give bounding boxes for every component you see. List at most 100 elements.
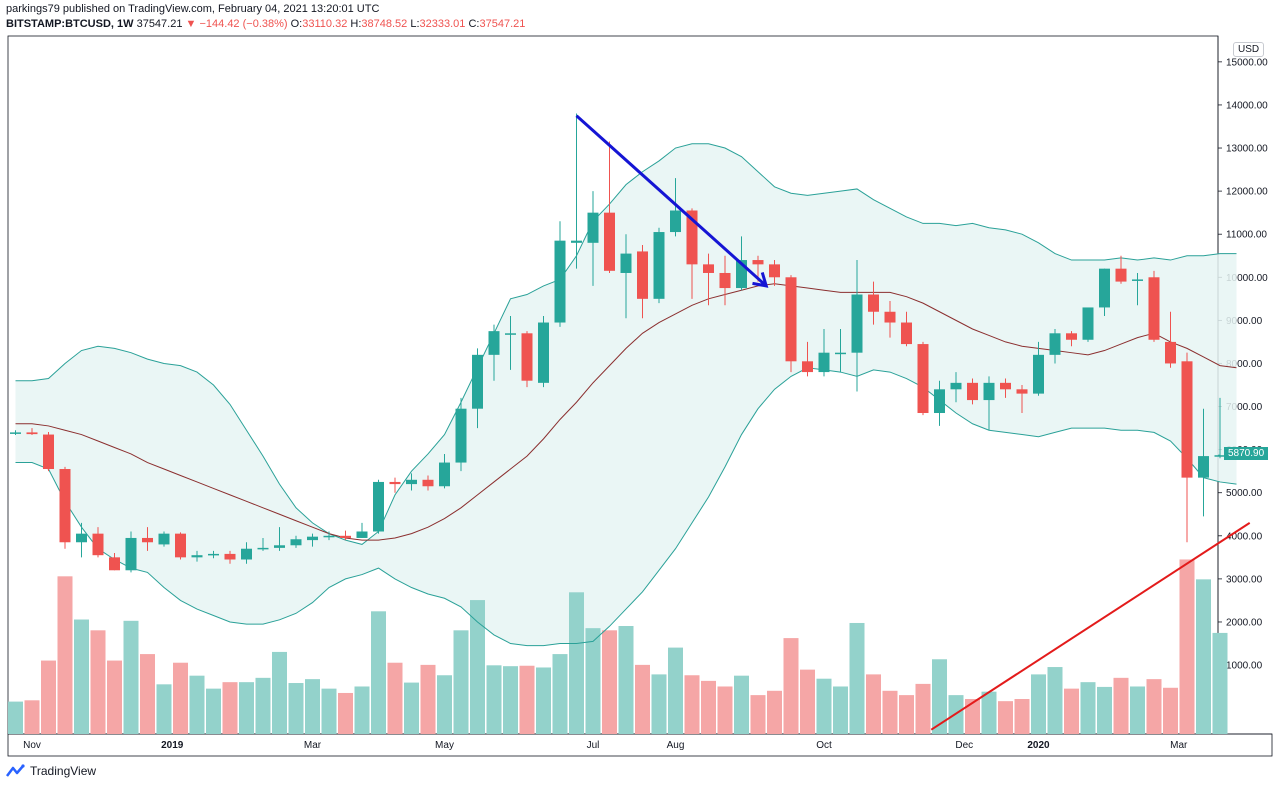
candle-body [620, 253, 632, 273]
volume-bar [420, 664, 436, 734]
volume-bar [123, 620, 139, 734]
volume-bar [833, 686, 848, 734]
volume-bar [717, 686, 733, 734]
candle-body [406, 479, 417, 485]
volume-bar [24, 700, 40, 734]
volume-bar [1212, 632, 1228, 734]
candle-body [26, 432, 38, 435]
y-tick-label: 1000.00 [1226, 661, 1263, 672]
candle-body [92, 533, 104, 556]
drawn-arrow-head [752, 272, 769, 288]
volume-bar [288, 683, 304, 734]
candle-body [257, 547, 269, 550]
x-tick-label: Dec [955, 740, 973, 751]
candle-body [505, 333, 516, 335]
volume-bar [816, 678, 832, 734]
candle-body [752, 260, 764, 265]
x-tick-label: May [435, 740, 454, 751]
volume-bar [1130, 686, 1145, 734]
volume-bar [981, 691, 997, 734]
x-tick-label: Nov [23, 740, 41, 751]
x-tick-label: Jul [587, 740, 600, 751]
volume-bar [156, 684, 172, 734]
volume-bar [965, 699, 980, 734]
volume-bar [387, 662, 403, 734]
candle-body [1148, 277, 1160, 340]
volume-bar [239, 682, 254, 734]
volume-bar [107, 660, 122, 734]
candle-body [653, 232, 665, 299]
candle-body [10, 432, 21, 434]
volume-bar [569, 592, 584, 734]
volume-bar [866, 674, 881, 734]
volume-bar [222, 682, 238, 734]
candle-body [785, 277, 797, 362]
volume-bar [1179, 559, 1195, 734]
volume-bar [1146, 679, 1162, 734]
candle-body [1066, 333, 1077, 340]
volume-bar [849, 622, 865, 734]
volume-bar [437, 675, 452, 734]
candle-body [1214, 455, 1226, 457]
candle-body [109, 557, 120, 571]
footer-brand: TradingView [30, 764, 97, 778]
y-tick-label: 9000.00 [1226, 316, 1263, 327]
volume-bar [668, 647, 683, 734]
volume-bar [519, 665, 535, 734]
volume-bar [915, 683, 931, 734]
volume-bar [321, 688, 337, 734]
candle-body [901, 322, 912, 345]
candle-body [917, 344, 929, 414]
candle-body [142, 537, 153, 543]
volume-bar [1031, 674, 1046, 734]
volume-bar [783, 638, 799, 734]
volume-bar [255, 677, 271, 734]
low-label: L: [410, 18, 420, 30]
candle-body [290, 539, 302, 546]
candle-body [884, 311, 896, 323]
volume-bar [635, 664, 650, 734]
bollinger-basis-line [15, 283, 1237, 541]
volume-bar [354, 686, 370, 734]
candle-body [983, 382, 995, 401]
open-label: O: [290, 18, 303, 30]
candle-body [703, 264, 714, 273]
candle-body [373, 481, 384, 532]
y-tick-label: 12000.00 [1226, 187, 1268, 198]
candle-body [868, 294, 879, 312]
low-value: 32333.01 [419, 18, 466, 30]
x-tick-label: Mar [304, 740, 322, 751]
y-tick-label: 11000.00 [1226, 230, 1267, 241]
last-price-badge: 5870.90 [1224, 447, 1269, 461]
close-value: 37547.21 [479, 18, 526, 30]
volume-bar [1163, 687, 1178, 734]
drawn-trendline [930, 522, 1251, 731]
tradingview-logo-icon [6, 764, 25, 777]
candle-body [521, 333, 533, 381]
bollinger-lower-line [15, 367, 1237, 647]
candle-body [587, 212, 599, 243]
volume-bar [1196, 579, 1211, 734]
candle-body [1049, 333, 1061, 355]
y-tick-label: 13000.00 [1226, 144, 1268, 155]
candle-body [43, 434, 54, 470]
volume-bar [1080, 682, 1096, 734]
candle-body [472, 354, 483, 409]
candle-body [274, 545, 285, 548]
currency-badge[interactable]: USD [1233, 42, 1265, 57]
bollinger-upper-line [15, 143, 1237, 545]
volume-bar [882, 690, 898, 734]
candle-body [1132, 279, 1143, 281]
volume-bar [932, 659, 947, 734]
candle-body [488, 331, 500, 355]
candle-body [637, 251, 648, 299]
candle-body [950, 382, 962, 390]
candle-body [323, 535, 335, 538]
volume-bar [767, 690, 782, 734]
volume-bar [800, 669, 815, 734]
close-label: C: [468, 18, 480, 30]
candle-body [356, 531, 368, 538]
candle-body [1165, 341, 1176, 364]
x-tick-label: Aug [667, 740, 685, 751]
